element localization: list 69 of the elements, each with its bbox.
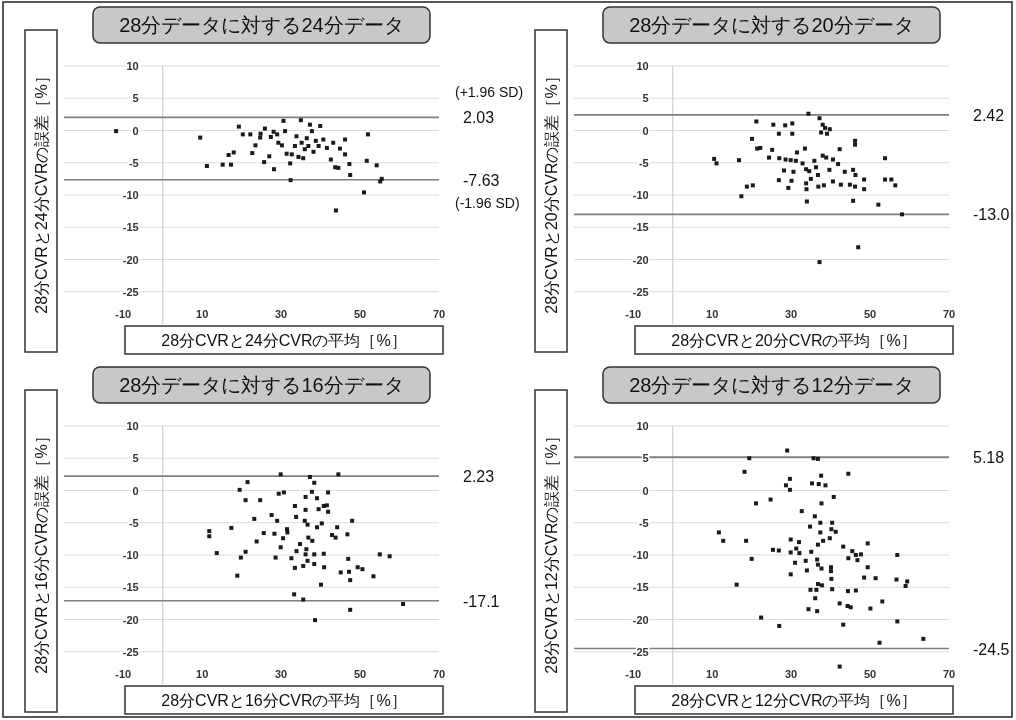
y-tick-label: 0 xyxy=(642,484,649,497)
y-tick-label: -5 xyxy=(128,156,139,169)
x-tick-label: 50 xyxy=(863,668,877,680)
chart-title: 28分データに対する20分データ xyxy=(629,14,914,36)
y-tick-label: 0 xyxy=(132,484,139,497)
y-tick-label: -10 xyxy=(632,189,649,201)
y-tick-label: -25 xyxy=(122,645,139,658)
y-tick-label: 10 xyxy=(636,60,649,72)
text: (-1.96 SD) xyxy=(455,194,520,211)
y-tick-label: -5 xyxy=(638,156,649,169)
x-tick-label: 50 xyxy=(863,308,877,320)
x-tick-label: 50 xyxy=(353,308,367,320)
x-tick-label: 30 xyxy=(274,308,288,320)
y-axis-title: 28分CVRと20分CVRの誤差［%］ xyxy=(543,68,560,314)
y-axis-title: 28分CVRと24分CVRの誤差［%］ xyxy=(33,68,50,314)
x-axis-title: 28分CVRと24分CVRの平均［%］ xyxy=(161,332,407,349)
x-tick-label: 30 xyxy=(784,668,798,680)
y-tick-label: 5 xyxy=(132,92,139,105)
y-tick-label: 0 xyxy=(642,124,649,137)
y-tick-label: -10 xyxy=(122,189,139,201)
x-tick-label: 30 xyxy=(274,668,288,680)
x-tick-label: 70 xyxy=(432,668,446,680)
y-tick-label: -15 xyxy=(122,581,139,594)
y-tick-label: -5 xyxy=(638,516,649,529)
y-axis-title: 28分CVRと16分CVRの誤差［%］ xyxy=(33,428,50,674)
ref-line-label: -13.0 xyxy=(973,206,1010,224)
x-tick-label: 10 xyxy=(196,308,209,320)
ref-line-label: 2.23 xyxy=(463,468,495,486)
ref-line-label: 2.03 xyxy=(463,109,495,127)
y-tick-label: -15 xyxy=(632,221,649,234)
y-tick-label: 10 xyxy=(126,60,139,72)
y-tick-label: 0 xyxy=(132,124,139,137)
chart-title: 28分データに対する12分データ xyxy=(629,374,914,396)
x-tick-label: 30 xyxy=(784,308,798,320)
ref-line-label: -24.5 xyxy=(973,640,1010,658)
x-tick-label: 50 xyxy=(353,668,367,680)
y-tick-label: -20 xyxy=(632,613,649,626)
y-axis-title: 28分CVRと12分CVRの誤差［%］ xyxy=(543,428,560,674)
chart-title: 28分データに対する24分データ xyxy=(119,14,404,36)
ref-line-label: -17.1 xyxy=(463,592,500,610)
y-tick-label: -15 xyxy=(122,221,139,234)
chart-title: 28分データに対する16分データ xyxy=(119,374,404,396)
y-tick-label: -20 xyxy=(122,253,139,266)
x-axis-title: 28分CVRと16分CVRの平均［%］ xyxy=(161,692,407,709)
x-tick-label: 10 xyxy=(196,668,209,680)
y-tick-label: -25 xyxy=(122,285,139,298)
ref-line-label: 5.18 xyxy=(973,449,1005,467)
x-tick-label: 10 xyxy=(706,308,719,320)
y-tick-label: -20 xyxy=(632,253,649,266)
ref-line-label: -7.63 xyxy=(463,171,500,189)
y-tick-label: 10 xyxy=(636,420,649,432)
y-tick-label: 10 xyxy=(126,420,139,432)
y-tick-label: -10 xyxy=(122,549,139,561)
x-tick-label: 70 xyxy=(942,668,956,680)
y-tick-label: 5 xyxy=(132,452,139,465)
x-tick-label: 10 xyxy=(706,668,719,680)
x-axis-title: 28分CVRと20分CVRの平均［%］ xyxy=(671,332,917,349)
y-tick-label: 5 xyxy=(642,92,649,105)
ref-line-label: 2.42 xyxy=(973,106,1005,124)
x-axis-title: 28分CVRと12分CVRの平均［%］ xyxy=(671,692,917,709)
y-tick-label: -25 xyxy=(632,645,649,658)
x-tick-label: 70 xyxy=(942,308,956,320)
y-tick-label: -5 xyxy=(128,516,139,529)
y-tick-label: -20 xyxy=(122,613,139,626)
text: (+1.96 SD) xyxy=(455,84,524,101)
x-tick-label: 70 xyxy=(432,308,446,320)
y-tick-label: -25 xyxy=(632,285,649,298)
y-tick-label: -10 xyxy=(632,549,649,561)
y-tick-label: -15 xyxy=(632,581,649,594)
